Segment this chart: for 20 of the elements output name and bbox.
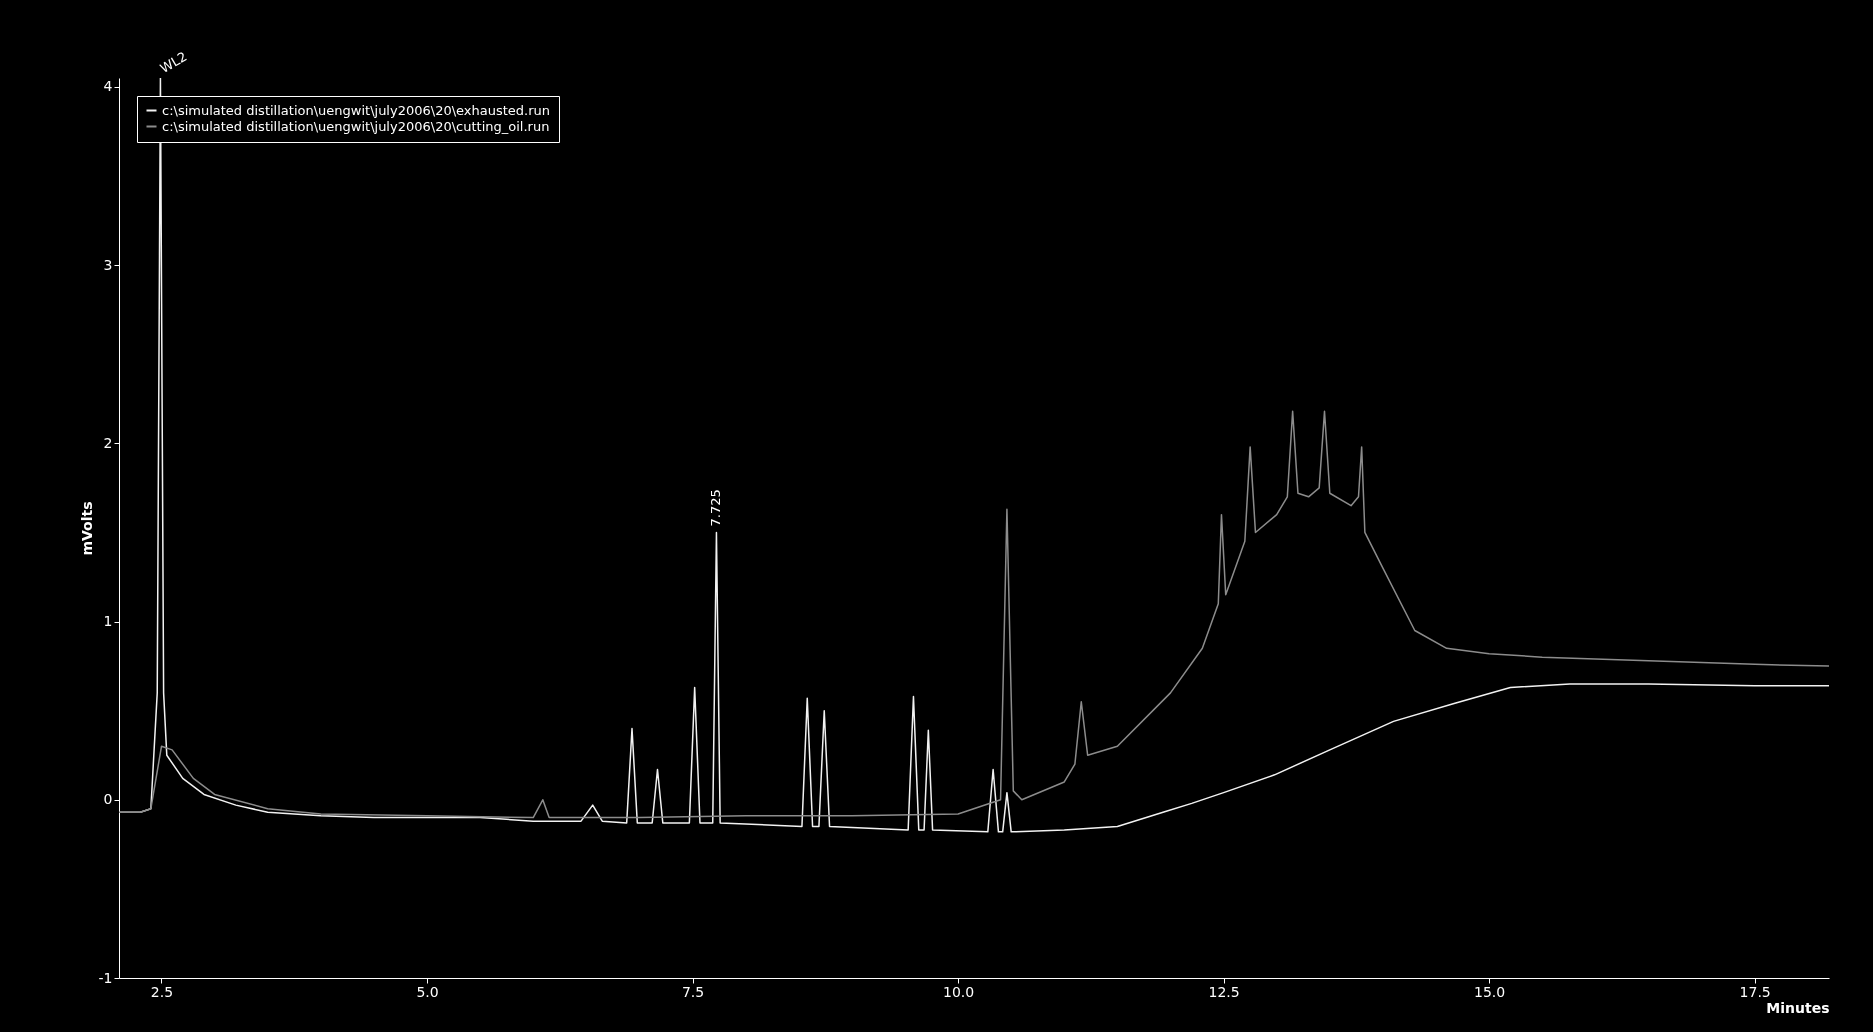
x-tick-label: 15.0 — [1474, 983, 1506, 1000]
x-tick-label: 12.5 — [1208, 983, 1240, 1000]
x-tick-label: 10.0 — [942, 983, 975, 1000]
y-tick-label: -1 — [98, 969, 113, 986]
x-axis-title: Minutes — [1766, 999, 1830, 1016]
x-tick-label: 7.5 — [681, 983, 705, 1000]
y-tick-label: 3 — [103, 256, 113, 273]
annotation: WL2 — [157, 48, 190, 76]
x-tick-label: 17.5 — [1739, 983, 1771, 1000]
x-tick-label: 5.0 — [416, 983, 439, 1000]
y-tick-label: 1 — [103, 613, 113, 630]
line-series — [119, 410, 1829, 819]
legend-label: c:\simulated distillation\uengwit\july2006\20\cutting_oil.run — [162, 118, 550, 134]
legend-label: c:\simulated distillation\uengwit\july2006\20\exhausted.run — [162, 102, 551, 118]
y-axis-title: mVolts — [78, 501, 95, 556]
annotation: 7.725 — [708, 489, 724, 527]
y-tick-label: 2 — [103, 434, 113, 451]
x-tick-label: 2.5 — [150, 983, 174, 1000]
y-tick-label: 0 — [103, 791, 113, 808]
y-tick-label: 4 — [103, 78, 113, 95]
